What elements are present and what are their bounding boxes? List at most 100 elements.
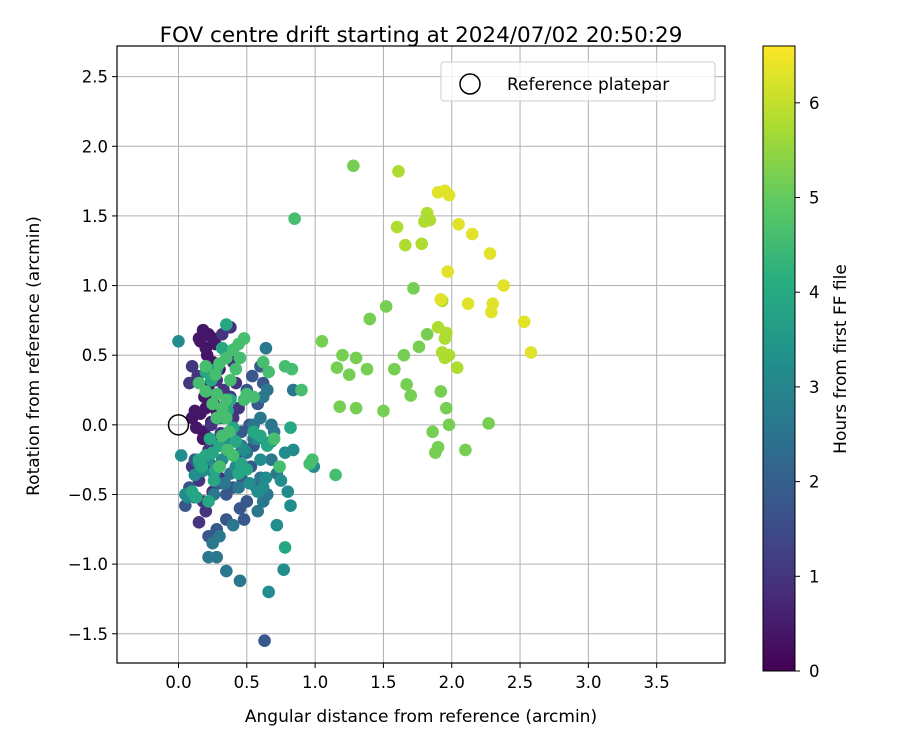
data-point	[267, 432, 281, 446]
data-point	[240, 463, 254, 476]
data-point	[306, 453, 319, 466]
data-point	[210, 411, 224, 425]
data-point	[392, 165, 405, 178]
y-tick-label: 1.5	[82, 207, 108, 226]
y-tick-label: 0.0	[82, 416, 108, 435]
data-point	[442, 188, 456, 202]
data-point	[360, 362, 374, 376]
data-point	[199, 385, 213, 398]
data-point	[237, 513, 251, 526]
data-point	[349, 401, 363, 415]
data-point	[206, 397, 219, 411]
data-point	[286, 443, 300, 457]
data-point	[441, 265, 454, 278]
data-point	[199, 504, 213, 518]
data-point	[483, 247, 497, 260]
y-axis-label: Rotation from reference (arcmin)	[24, 216, 44, 496]
data-point	[379, 300, 393, 313]
data-point	[465, 227, 479, 241]
data-point	[288, 212, 301, 226]
data-point	[237, 332, 251, 345]
colorbar-tick-label: 6	[809, 94, 820, 113]
data-point	[349, 351, 363, 365]
data-point	[172, 334, 185, 348]
data-point	[259, 341, 273, 355]
data-point	[251, 504, 265, 518]
x-tick-label: 0.5	[234, 673, 260, 692]
data-point	[262, 585, 275, 599]
data-point	[404, 389, 418, 402]
legend-label: Reference platepar	[507, 75, 669, 95]
colorbar-tick-label: 1	[809, 567, 820, 586]
data-point	[260, 383, 274, 397]
data-point	[333, 400, 347, 414]
data-point	[210, 387, 224, 401]
data-point	[245, 369, 259, 383]
data-point	[207, 474, 221, 487]
data-point	[226, 518, 240, 532]
data-point	[258, 634, 271, 648]
data-point	[400, 378, 413, 391]
data-point	[229, 362, 243, 376]
data-point	[442, 348, 456, 362]
y-tick-label: −0.5	[68, 485, 108, 504]
data-point	[431, 440, 445, 454]
data-points	[172, 159, 538, 648]
data-point	[439, 401, 453, 415]
data-point	[423, 213, 437, 227]
data-point	[452, 217, 465, 231]
legend: Reference platepar	[440, 61, 716, 102]
data-point	[237, 443, 251, 457]
data-point	[363, 312, 377, 326]
data-point	[256, 355, 270, 369]
y-tick-label: 1.0	[82, 277, 108, 296]
data-point	[213, 529, 226, 543]
x-tick-label: 2.5	[507, 673, 533, 692]
data-point	[232, 481, 245, 494]
chart-title: FOV centre drift starting at 2024/07/02 …	[160, 23, 683, 48]
y-tick-label: −1.5	[68, 625, 108, 644]
x-tick-label: 1.5	[370, 673, 396, 692]
data-point	[342, 368, 356, 381]
data-point	[336, 348, 349, 362]
data-point	[240, 495, 254, 508]
colorbar-gradient	[762, 45, 796, 672]
colorbar-tick-label: 5	[809, 189, 820, 208]
data-point	[200, 348, 214, 362]
data-point	[243, 477, 256, 490]
data-point	[209, 368, 222, 381]
data-point	[497, 279, 510, 292]
data-point	[329, 468, 342, 482]
x-axis-label: Angular distance from reference (arcmin)	[245, 707, 597, 727]
data-point	[285, 362, 299, 376]
data-point	[222, 425, 236, 439]
data-point	[192, 376, 206, 390]
legend-marker	[459, 73, 481, 95]
data-point	[407, 282, 420, 295]
data-point	[192, 516, 206, 529]
data-point	[388, 362, 401, 376]
data-point	[415, 237, 428, 251]
data-point	[278, 541, 292, 554]
data-point	[259, 471, 273, 485]
data-point	[270, 518, 284, 532]
data-point	[281, 485, 295, 498]
x-axis-ticks: 0.0 0.5 1.0 1.5 2.0 2.5 3.0 3.5	[165, 663, 670, 692]
data-point	[434, 385, 448, 398]
data-point	[256, 481, 270, 494]
data-point	[397, 348, 411, 362]
data-point	[215, 328, 229, 341]
data-point	[254, 429, 267, 443]
data-point	[284, 499, 297, 512]
data-point	[202, 495, 215, 508]
data-point	[273, 460, 286, 473]
data-point	[220, 318, 233, 331]
x-tick-label: 2.0	[439, 673, 465, 692]
data-point	[220, 351, 233, 365]
data-point	[185, 360, 199, 373]
data-point	[265, 453, 278, 466]
data-point	[486, 297, 500, 310]
data-point	[215, 341, 229, 355]
data-point	[277, 563, 290, 576]
data-point	[377, 404, 390, 418]
